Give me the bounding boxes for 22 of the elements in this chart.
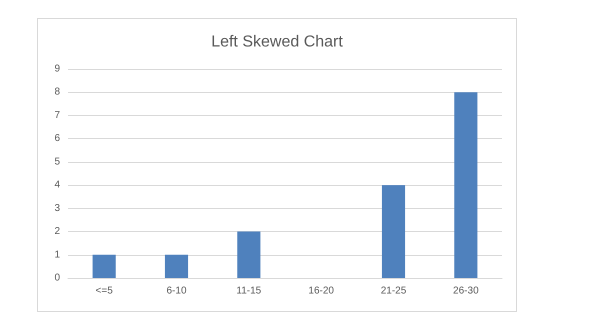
y-tick-label: 0: [54, 272, 60, 284]
y-tick-label: 5: [54, 156, 60, 168]
bar: [92, 254, 116, 278]
x-tick-label: 6-10: [166, 286, 187, 296]
y-tick-label: 7: [54, 110, 60, 121]
bar: [237, 232, 260, 278]
y-tick-label: 3: [54, 202, 60, 214]
y-tick-label: 2: [54, 226, 60, 238]
y-tick-label: 8: [54, 86, 60, 98]
x-tick-label: 26-30: [453, 286, 480, 296]
x-tick-label: 11-15: [236, 286, 262, 296]
x-tick-label: 21-25: [380, 286, 407, 296]
chart-title: Left Skewed Chart: [211, 34, 344, 50]
y-tick-label: 4: [54, 180, 60, 191]
bar: [164, 254, 188, 278]
y-tick-label: 6: [54, 133, 60, 144]
bar: [454, 92, 478, 278]
y-tick-label: 9: [54, 64, 60, 74]
x-tick-label: <=5: [96, 286, 114, 296]
x-tick-label: 16-20: [308, 286, 334, 296]
bar: [382, 185, 406, 278]
y-tick-label: 1: [54, 249, 60, 260]
